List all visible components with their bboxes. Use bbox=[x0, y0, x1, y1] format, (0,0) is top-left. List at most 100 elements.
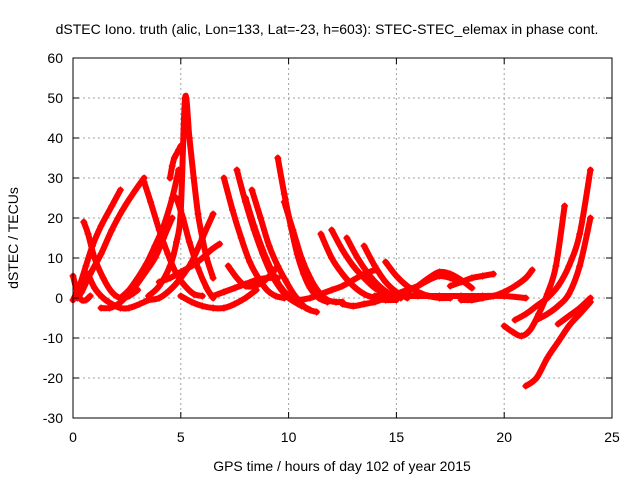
data-point bbox=[97, 304, 105, 312]
x-axis-label: GPS time / hours of day 102 of year 2015 bbox=[213, 458, 471, 474]
data-point bbox=[181, 282, 189, 290]
data-point bbox=[317, 230, 325, 238]
data-point bbox=[207, 246, 215, 254]
data-point bbox=[554, 338, 562, 346]
data-point bbox=[339, 282, 346, 290]
data-point bbox=[339, 300, 346, 308]
data-point bbox=[533, 374, 541, 382]
series-36 bbox=[533, 214, 594, 324]
data-point bbox=[552, 262, 560, 270]
data-point bbox=[274, 262, 282, 270]
data-point bbox=[360, 242, 368, 250]
data-point bbox=[160, 222, 168, 230]
data-point bbox=[108, 226, 116, 234]
data-point bbox=[289, 226, 297, 234]
data-point bbox=[209, 274, 217, 282]
data-point bbox=[168, 214, 176, 222]
data-point bbox=[392, 292, 400, 300]
y-tick-label: 50 bbox=[47, 90, 63, 106]
data-point bbox=[80, 218, 88, 226]
data-point bbox=[142, 260, 150, 268]
y-tick-label: -20 bbox=[43, 370, 63, 386]
data-point bbox=[198, 302, 206, 310]
data-point bbox=[360, 290, 368, 298]
data-point bbox=[147, 198, 155, 206]
data-point bbox=[119, 206, 127, 214]
data-point bbox=[349, 302, 357, 310]
series-line bbox=[117, 167, 182, 301]
data-point bbox=[125, 304, 133, 312]
data-point bbox=[233, 166, 241, 174]
data-point bbox=[84, 230, 92, 238]
data-point bbox=[155, 294, 163, 302]
data-point bbox=[246, 258, 254, 266]
data-point bbox=[565, 322, 573, 330]
data-point bbox=[216, 240, 224, 248]
data-point bbox=[177, 268, 185, 276]
x-tick-label: 15 bbox=[389, 429, 405, 445]
data-point bbox=[252, 276, 260, 284]
data-point bbox=[274, 154, 282, 162]
data-point bbox=[274, 274, 282, 282]
series-line bbox=[555, 295, 594, 327]
data-point bbox=[78, 288, 86, 296]
data-point bbox=[231, 300, 239, 308]
y-tick-label: 0 bbox=[55, 290, 63, 306]
data-point bbox=[392, 272, 400, 280]
data-point bbox=[354, 254, 362, 262]
series-6 bbox=[116, 166, 183, 302]
data-point bbox=[116, 294, 124, 302]
data-point bbox=[522, 310, 530, 318]
data-point bbox=[168, 162, 176, 170]
data-point bbox=[282, 278, 290, 286]
data-point bbox=[360, 300, 368, 308]
data-point bbox=[576, 262, 584, 270]
data-point bbox=[561, 202, 569, 210]
y-tick-label: -10 bbox=[43, 330, 63, 346]
data-point bbox=[533, 302, 541, 310]
data-point bbox=[328, 254, 336, 262]
series-38 bbox=[522, 298, 594, 390]
data-point bbox=[250, 222, 258, 230]
data-point bbox=[468, 284, 476, 292]
data-point bbox=[181, 94, 189, 102]
data-point bbox=[565, 290, 573, 298]
data-point bbox=[97, 222, 105, 230]
data-point bbox=[259, 246, 267, 254]
series-32 bbox=[446, 270, 497, 290]
data-point bbox=[522, 294, 530, 302]
data-point bbox=[457, 278, 465, 286]
data-point bbox=[339, 270, 346, 278]
series-35 bbox=[511, 166, 594, 324]
data-point bbox=[170, 154, 178, 162]
data-point bbox=[155, 278, 163, 286]
data-point bbox=[237, 234, 245, 242]
data-point bbox=[457, 296, 465, 304]
data-point bbox=[364, 270, 372, 278]
data-point bbox=[468, 274, 476, 282]
data-point bbox=[108, 288, 116, 296]
series-line bbox=[248, 187, 320, 315]
data-point bbox=[198, 234, 206, 242]
y-tick-label: -30 bbox=[43, 410, 63, 426]
data-point bbox=[489, 270, 497, 278]
data-point bbox=[371, 298, 379, 306]
data-point bbox=[522, 274, 530, 282]
data-point bbox=[99, 274, 107, 282]
data-point bbox=[586, 214, 594, 222]
y-tick-label: 60 bbox=[47, 50, 63, 66]
data-point bbox=[198, 292, 206, 300]
data-point bbox=[265, 242, 273, 250]
data-point bbox=[188, 298, 196, 306]
data-point bbox=[134, 274, 142, 282]
data-point bbox=[479, 294, 487, 302]
data-point bbox=[229, 206, 237, 214]
data-point bbox=[489, 292, 497, 300]
data-point bbox=[403, 282, 411, 290]
chart-title: dSTEC Iono. truth (alic, Lon=133, Lat=-2… bbox=[56, 21, 599, 37]
data-point bbox=[241, 294, 249, 302]
data-point bbox=[522, 382, 530, 390]
data-point bbox=[509, 328, 517, 336]
data-point bbox=[136, 300, 144, 308]
